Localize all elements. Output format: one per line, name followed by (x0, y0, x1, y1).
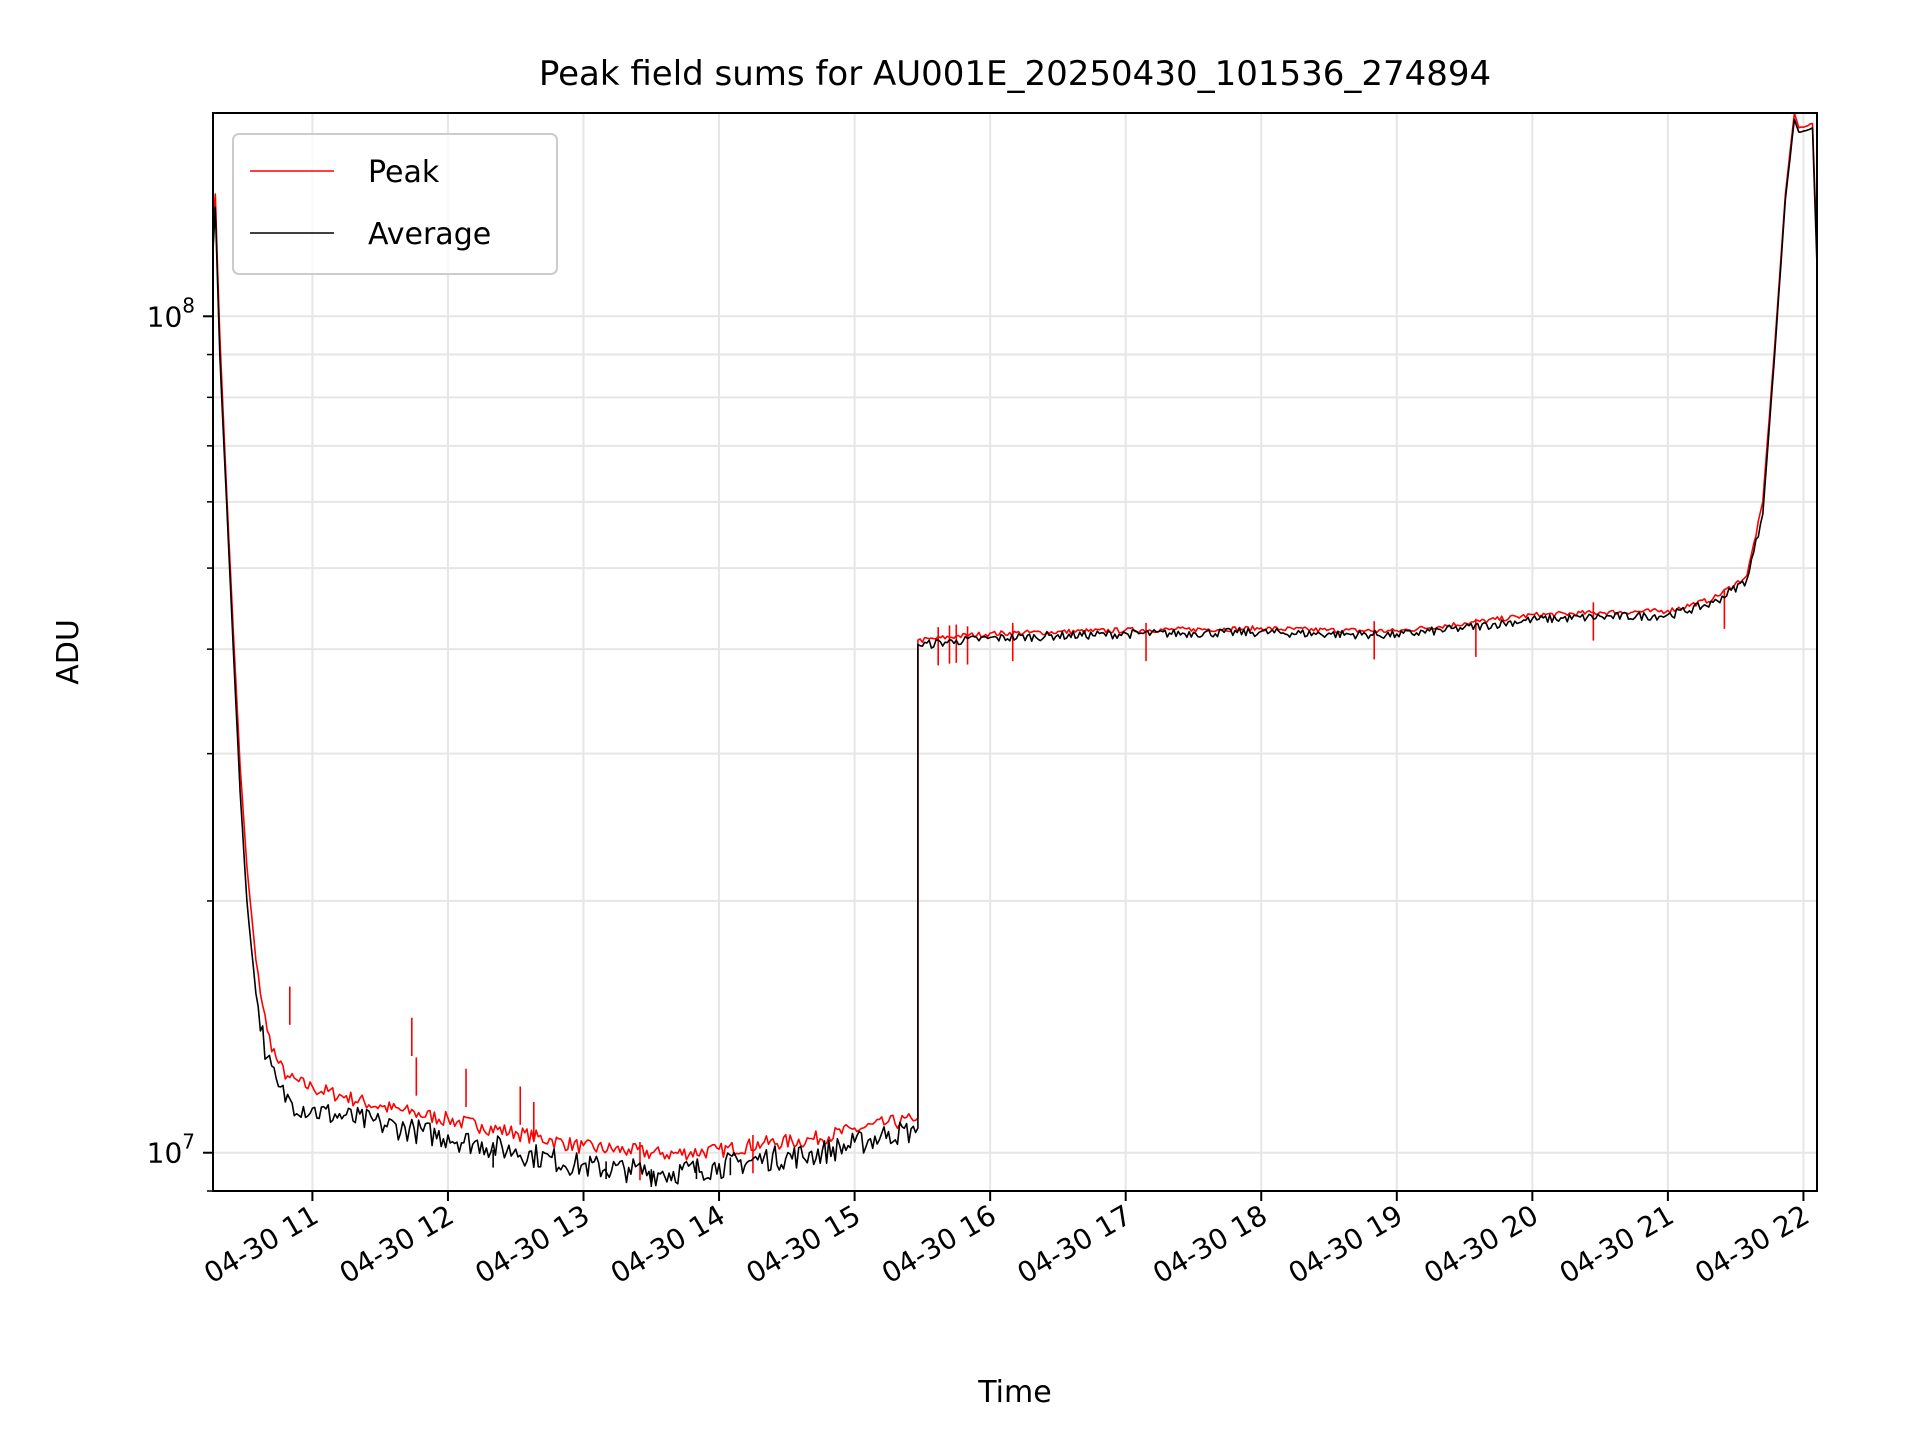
y-tick-label: 107 (147, 1130, 195, 1170)
x-tick-label: 04-30 12 (334, 1198, 460, 1290)
legend-label: Average (368, 217, 491, 252)
x-tick-label: 04-30 19 (1283, 1198, 1409, 1290)
plot-lines (213, 113, 1817, 1187)
plot-frame (212, 112, 1818, 1192)
x-tick-label: 04-30 21 (1554, 1198, 1680, 1290)
legend-box (232, 133, 558, 275)
y-axis-ticks: 107 108 (147, 293, 213, 1192)
x-tick-label: 04-30 20 (1418, 1198, 1544, 1290)
x-tick-label: 04-30 16 (876, 1198, 1002, 1290)
x-tick-label: 04-30 13 (469, 1198, 595, 1290)
x-tick-label: 04-30 11 (198, 1198, 324, 1290)
x-axis-label: Time (977, 1375, 1051, 1410)
x-tick-label: 04-30 14 (605, 1198, 731, 1290)
x-tick-label: 04-30 17 (1012, 1198, 1138, 1290)
legend: Peak Average (232, 133, 558, 275)
y-tick-label: 108 (147, 293, 195, 333)
x-tick-label: 04-30 22 (1689, 1198, 1815, 1290)
y-axis-label: ADU (51, 619, 86, 685)
series-line-peak (213, 113, 1817, 1161)
x-tick-label: 04-30 18 (1147, 1198, 1273, 1290)
chart-title: Peak field sums for AU001E_20250430_1015… (539, 54, 1491, 94)
series-line-average (213, 118, 1817, 1187)
x-axis-ticks: 04-30 11 04-30 12 04-30 13 04-30 14 04-30 15… (198, 1191, 1815, 1290)
x-tick-label: 04-30 15 (741, 1198, 867, 1290)
legend-label: Peak (368, 155, 440, 190)
